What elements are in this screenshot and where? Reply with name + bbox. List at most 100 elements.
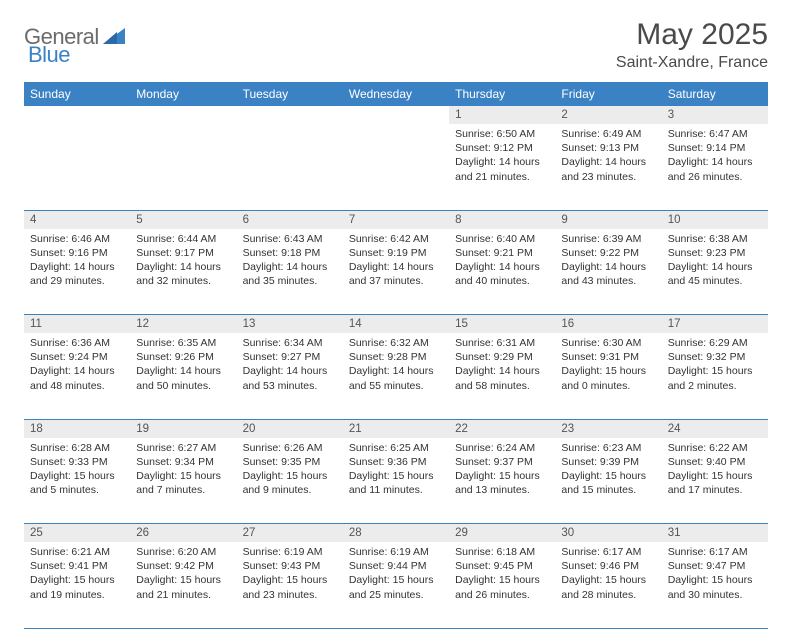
day-number-cell: 18 <box>24 419 130 438</box>
sunset-line: Sunset: 9:37 PM <box>455 455 549 469</box>
day-body-cell: Sunrise: 6:34 AMSunset: 9:27 PMDaylight:… <box>237 333 343 419</box>
sunrise-line: Sunrise: 6:27 AM <box>136 441 230 455</box>
day-number-cell: 31 <box>662 524 768 543</box>
day-number-cell: 30 <box>555 524 661 543</box>
day-body-cell: Sunrise: 6:49 AMSunset: 9:13 PMDaylight:… <box>555 124 661 210</box>
day-details: Sunrise: 6:49 AMSunset: 9:13 PMDaylight:… <box>555 124 661 188</box>
day-details: Sunrise: 6:24 AMSunset: 9:37 PMDaylight:… <box>449 438 555 502</box>
logo-text-blue: Blue <box>28 42 70 67</box>
day-number-cell: 13 <box>237 315 343 334</box>
day-details: Sunrise: 6:25 AMSunset: 9:36 PMDaylight:… <box>343 438 449 502</box>
sunset-line: Sunset: 9:23 PM <box>668 246 762 260</box>
day-number-cell: 26 <box>130 524 236 543</box>
daylight-line: Daylight: 14 hours and 48 minutes. <box>30 364 124 392</box>
sunrise-line: Sunrise: 6:35 AM <box>136 336 230 350</box>
daylight-line: Daylight: 14 hours and 23 minutes. <box>561 155 655 183</box>
day-number-cell <box>237 106 343 124</box>
day-details: Sunrise: 6:23 AMSunset: 9:39 PMDaylight:… <box>555 438 661 502</box>
day-body-cell: Sunrise: 6:24 AMSunset: 9:37 PMDaylight:… <box>449 438 555 524</box>
day-number-cell: 14 <box>343 315 449 334</box>
sunrise-line: Sunrise: 6:34 AM <box>243 336 337 350</box>
day-number-cell: 16 <box>555 315 661 334</box>
daylight-line: Daylight: 14 hours and 53 minutes. <box>243 364 337 392</box>
day-body-cell: Sunrise: 6:46 AMSunset: 9:16 PMDaylight:… <box>24 229 130 315</box>
day-number-cell: 6 <box>237 210 343 229</box>
weekday-header: Monday <box>130 82 236 106</box>
daylight-line: Daylight: 15 hours and 9 minutes. <box>243 469 337 497</box>
sunrise-line: Sunrise: 6:28 AM <box>30 441 124 455</box>
sunset-line: Sunset: 9:22 PM <box>561 246 655 260</box>
day-number-cell: 4 <box>24 210 130 229</box>
day-body-cell: Sunrise: 6:47 AMSunset: 9:14 PMDaylight:… <box>662 124 768 210</box>
day-body-cell: Sunrise: 6:17 AMSunset: 9:47 PMDaylight:… <box>662 542 768 628</box>
daylight-line: Daylight: 15 hours and 30 minutes. <box>668 573 762 601</box>
day-body-cell: Sunrise: 6:40 AMSunset: 9:21 PMDaylight:… <box>449 229 555 315</box>
sunrise-line: Sunrise: 6:17 AM <box>668 545 762 559</box>
sunset-line: Sunset: 9:27 PM <box>243 350 337 364</box>
day-details: Sunrise: 6:38 AMSunset: 9:23 PMDaylight:… <box>662 229 768 293</box>
day-number-cell: 19 <box>130 419 236 438</box>
sunrise-line: Sunrise: 6:39 AM <box>561 232 655 246</box>
day-body-cell: Sunrise: 6:42 AMSunset: 9:19 PMDaylight:… <box>343 229 449 315</box>
day-number-cell: 28 <box>343 524 449 543</box>
day-number-cell: 27 <box>237 524 343 543</box>
day-body-cell: Sunrise: 6:32 AMSunset: 9:28 PMDaylight:… <box>343 333 449 419</box>
title-block: May 2025 Saint-Xandre, France <box>616 18 768 72</box>
day-number-cell: 11 <box>24 315 130 334</box>
daylight-line: Daylight: 15 hours and 7 minutes. <box>136 469 230 497</box>
day-number-cell: 12 <box>130 315 236 334</box>
day-details: Sunrise: 6:50 AMSunset: 9:12 PMDaylight:… <box>449 124 555 188</box>
weekday-header: Wednesday <box>343 82 449 106</box>
day-details: Sunrise: 6:21 AMSunset: 9:41 PMDaylight:… <box>24 542 130 606</box>
sunrise-line: Sunrise: 6:23 AM <box>561 441 655 455</box>
sunset-line: Sunset: 9:28 PM <box>349 350 443 364</box>
sunrise-line: Sunrise: 6:25 AM <box>349 441 443 455</box>
daylight-line: Daylight: 14 hours and 45 minutes. <box>668 260 762 288</box>
daylight-line: Daylight: 15 hours and 0 minutes. <box>561 364 655 392</box>
day-number-cell: 23 <box>555 419 661 438</box>
day-details: Sunrise: 6:34 AMSunset: 9:27 PMDaylight:… <box>237 333 343 397</box>
sunset-line: Sunset: 9:17 PM <box>136 246 230 260</box>
day-number-row: 25262728293031 <box>24 524 768 543</box>
sunset-line: Sunset: 9:14 PM <box>668 141 762 155</box>
day-number-cell: 10 <box>662 210 768 229</box>
day-body-cell: Sunrise: 6:43 AMSunset: 9:18 PMDaylight:… <box>237 229 343 315</box>
sunset-line: Sunset: 9:39 PM <box>561 455 655 469</box>
day-body-cell: Sunrise: 6:38 AMSunset: 9:23 PMDaylight:… <box>662 229 768 315</box>
daylight-line: Daylight: 14 hours and 50 minutes. <box>136 364 230 392</box>
sunset-line: Sunset: 9:13 PM <box>561 141 655 155</box>
daylight-line: Daylight: 15 hours and 28 minutes. <box>561 573 655 601</box>
daylight-line: Daylight: 14 hours and 43 minutes. <box>561 260 655 288</box>
sunrise-line: Sunrise: 6:47 AM <box>668 127 762 141</box>
sunrise-line: Sunrise: 6:24 AM <box>455 441 549 455</box>
day-details: Sunrise: 6:17 AMSunset: 9:47 PMDaylight:… <box>662 542 768 606</box>
day-body-cell: Sunrise: 6:39 AMSunset: 9:22 PMDaylight:… <box>555 229 661 315</box>
day-details: Sunrise: 6:44 AMSunset: 9:17 PMDaylight:… <box>130 229 236 293</box>
day-details: Sunrise: 6:31 AMSunset: 9:29 PMDaylight:… <box>449 333 555 397</box>
day-details: Sunrise: 6:39 AMSunset: 9:22 PMDaylight:… <box>555 229 661 293</box>
day-body-cell: Sunrise: 6:35 AMSunset: 9:26 PMDaylight:… <box>130 333 236 419</box>
weekday-header: Tuesday <box>237 82 343 106</box>
daylight-line: Daylight: 15 hours and 23 minutes. <box>243 573 337 601</box>
daylight-line: Daylight: 15 hours and 19 minutes. <box>30 573 124 601</box>
sunrise-line: Sunrise: 6:21 AM <box>30 545 124 559</box>
day-details: Sunrise: 6:26 AMSunset: 9:35 PMDaylight:… <box>237 438 343 502</box>
day-body-row: Sunrise: 6:28 AMSunset: 9:33 PMDaylight:… <box>24 438 768 524</box>
day-body-cell: Sunrise: 6:30 AMSunset: 9:31 PMDaylight:… <box>555 333 661 419</box>
day-body-cell: Sunrise: 6:18 AMSunset: 9:45 PMDaylight:… <box>449 542 555 628</box>
weekday-header: Sunday <box>24 82 130 106</box>
day-details: Sunrise: 6:35 AMSunset: 9:26 PMDaylight:… <box>130 333 236 397</box>
day-body-row: Sunrise: 6:21 AMSunset: 9:41 PMDaylight:… <box>24 542 768 628</box>
day-number-cell <box>24 106 130 124</box>
day-body-cell: Sunrise: 6:25 AMSunset: 9:36 PMDaylight:… <box>343 438 449 524</box>
logo-line2: Blue <box>28 42 70 68</box>
daylight-line: Daylight: 14 hours and 35 minutes. <box>243 260 337 288</box>
daylight-line: Daylight: 14 hours and 37 minutes. <box>349 260 443 288</box>
sunrise-line: Sunrise: 6:49 AM <box>561 127 655 141</box>
day-number-cell: 3 <box>662 106 768 124</box>
day-number-cell <box>130 106 236 124</box>
day-body-cell: Sunrise: 6:21 AMSunset: 9:41 PMDaylight:… <box>24 542 130 628</box>
daylight-line: Daylight: 14 hours and 40 minutes. <box>455 260 549 288</box>
day-body-cell: Sunrise: 6:27 AMSunset: 9:34 PMDaylight:… <box>130 438 236 524</box>
sunset-line: Sunset: 9:43 PM <box>243 559 337 573</box>
